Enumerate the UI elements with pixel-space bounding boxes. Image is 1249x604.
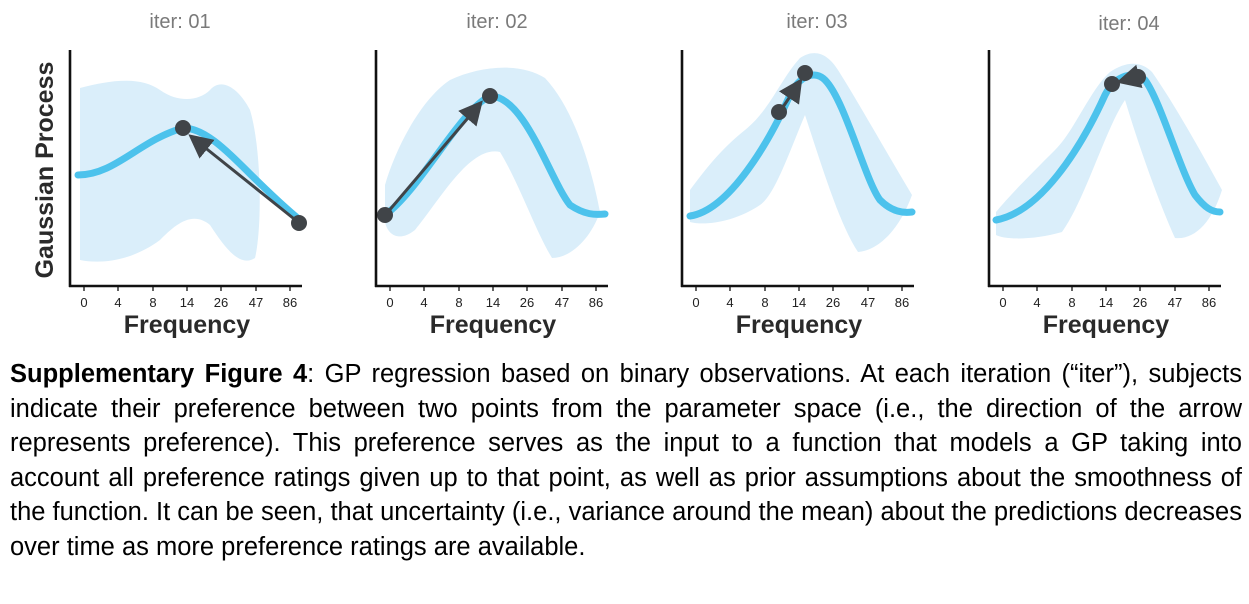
x-tick-label: 8	[455, 295, 462, 310]
x-tick-label: 26	[520, 295, 534, 310]
observation-point	[771, 104, 787, 120]
x-tick-label: 4	[420, 295, 427, 310]
caption-label: Supplementary Figure 4	[10, 360, 308, 388]
confidence-band	[385, 67, 600, 258]
axes	[680, 50, 914, 291]
panel-title: iter: 02	[466, 11, 527, 33]
observation-point	[175, 120, 191, 136]
x-tick-label: 8	[1068, 295, 1075, 310]
axes	[987, 50, 1221, 291]
x-tick-label: 8	[761, 295, 768, 310]
y-axis-label: Gaussian Process	[31, 62, 59, 279]
mean-curve	[686, 71, 916, 220]
x-axis-label: Frequency	[124, 311, 251, 339]
preference-arrow	[385, 100, 483, 214]
x-tick-label: 4	[1033, 295, 1040, 310]
figure-caption: Supplementary Figure 4: GP regression ba…	[10, 357, 1242, 564]
preference-arrow	[188, 134, 299, 224]
x-tick-labels: 0 4 8 14 26 47 86	[80, 295, 297, 310]
x-tick-label: 86	[589, 295, 603, 310]
x-tick-labels: 0 4 8 14 26 47 86	[999, 295, 1216, 310]
panel-iter-01: iter: 01 0 4 8 14 26 47 86 Frequency	[68, 11, 307, 339]
x-tick-label: 47	[861, 295, 875, 310]
x-tick-label: 26	[1133, 295, 1147, 310]
observation-point	[1104, 76, 1120, 92]
panel-iter-02: iter: 02 0 4 8 14 26 47 86 Frequency	[374, 11, 609, 339]
panel-iter-04: iter: 04 0 4 8 14 26 47 86 Frequency	[987, 13, 1224, 339]
x-tick-label: 4	[114, 295, 121, 310]
x-tick-label: 8	[149, 295, 156, 310]
x-tick-label: 86	[895, 295, 909, 310]
observation-point	[1130, 69, 1146, 85]
x-tick-label: 26	[214, 295, 228, 310]
x-tick-label: 4	[726, 295, 733, 310]
x-tick-labels: 0 4 8 14 26 47 86	[692, 295, 909, 310]
preference-arrow	[779, 78, 803, 111]
axes	[68, 50, 302, 291]
panel-iter-03: iter: 03 0 4 8 14 26 47 86 Frequency	[680, 11, 916, 339]
x-axis-label: Frequency	[430, 311, 557, 339]
x-axis-label: Frequency	[736, 311, 863, 339]
panel-title: iter: 03	[786, 11, 847, 33]
x-tick-label: 47	[555, 295, 569, 310]
x-tick-labels: 0 4 8 14 26 47 86	[386, 295, 603, 310]
caption-text: : GP regression based on binary observat…	[10, 360, 1243, 561]
x-tick-label: 47	[1168, 295, 1182, 310]
x-tick-label: 0	[80, 295, 87, 310]
x-axis-label: Frequency	[1043, 311, 1170, 339]
confidence-band	[996, 63, 1222, 239]
x-tick-label: 0	[386, 295, 393, 310]
confidence-band	[80, 80, 260, 262]
x-tick-label: 14	[180, 295, 194, 310]
confidence-band	[690, 53, 912, 252]
x-tick-label: 14	[1099, 295, 1113, 310]
axes	[374, 50, 608, 291]
panel-title: iter: 01	[149, 11, 210, 33]
panel-title: iter: 04	[1098, 13, 1159, 35]
x-tick-label: 47	[249, 295, 263, 310]
observation-point	[291, 215, 307, 231]
observation-point	[482, 88, 498, 104]
x-tick-label: 86	[283, 295, 297, 310]
x-tick-label: 0	[692, 295, 699, 310]
x-tick-label: 26	[826, 295, 840, 310]
observation-point	[797, 65, 813, 81]
x-tick-label: 0	[999, 295, 1006, 310]
x-tick-label: 14	[792, 295, 806, 310]
x-tick-label: 86	[1202, 295, 1216, 310]
gp-figure: Gaussian Process iter: 01 0 4 8 14 26 47…	[31, 11, 1224, 339]
observation-point	[377, 207, 393, 223]
x-tick-label: 14	[486, 295, 500, 310]
